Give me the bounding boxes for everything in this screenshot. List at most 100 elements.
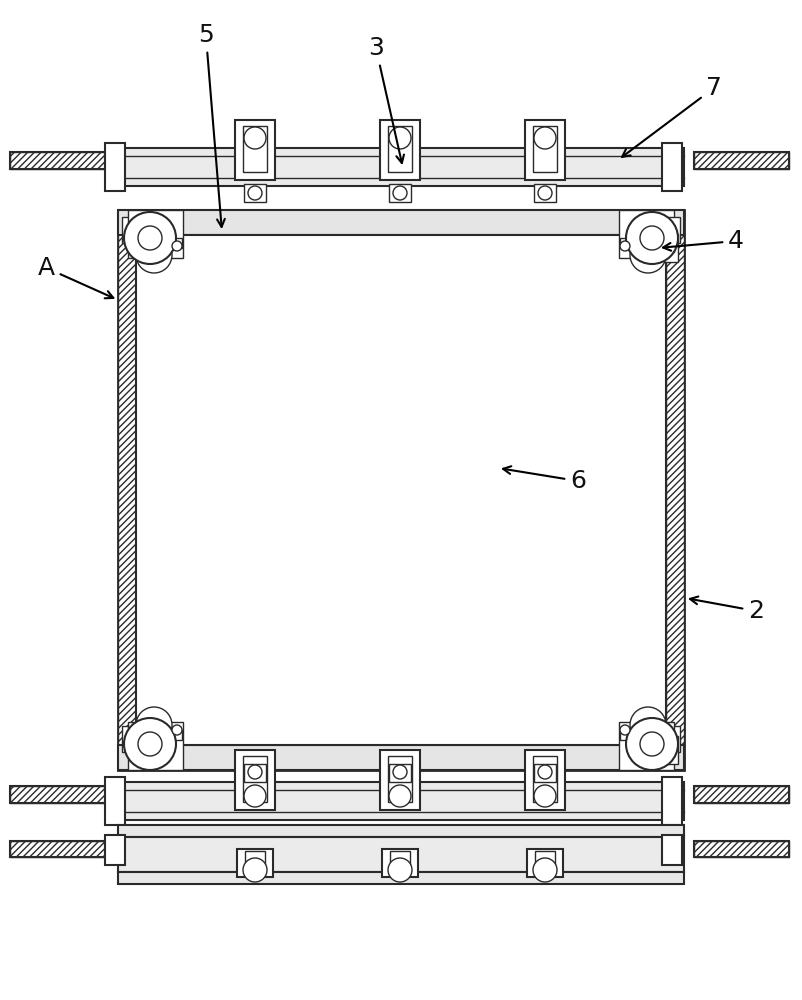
Bar — [387, 126, 411, 172]
Bar — [533, 184, 555, 202]
Bar — [237, 849, 273, 877]
Text: 5: 5 — [198, 23, 225, 227]
Circle shape — [387, 858, 411, 882]
Circle shape — [124, 718, 176, 770]
Circle shape — [626, 212, 677, 264]
Bar — [382, 849, 418, 877]
Bar — [118, 745, 683, 770]
Circle shape — [172, 725, 182, 735]
Bar — [244, 764, 265, 782]
Circle shape — [537, 765, 551, 779]
Bar — [661, 835, 681, 865]
Bar — [693, 786, 788, 803]
Circle shape — [243, 858, 267, 882]
Circle shape — [630, 707, 665, 743]
Circle shape — [533, 127, 555, 149]
Bar — [235, 750, 274, 810]
Bar — [533, 756, 557, 802]
Bar — [10, 786, 105, 803]
Bar — [105, 835, 125, 865]
Bar — [136, 235, 665, 745]
Bar — [661, 777, 681, 825]
Bar — [619, 730, 630, 740]
Bar — [128, 210, 183, 258]
Circle shape — [533, 785, 555, 807]
Bar — [118, 825, 683, 837]
Bar — [128, 226, 138, 235]
Circle shape — [138, 226, 162, 250]
Bar — [387, 756, 411, 802]
Bar — [172, 238, 182, 248]
Bar — [118, 148, 683, 186]
Bar — [379, 750, 419, 810]
Circle shape — [388, 127, 411, 149]
Text: 7: 7 — [622, 76, 721, 157]
Bar — [663, 736, 677, 764]
Bar — [534, 851, 554, 873]
Bar — [533, 126, 557, 172]
Circle shape — [172, 241, 182, 251]
Bar — [665, 748, 673, 754]
Bar — [10, 786, 105, 803]
Bar — [526, 849, 562, 877]
Bar — [388, 764, 411, 782]
Bar — [105, 143, 125, 191]
Bar — [525, 120, 565, 180]
Circle shape — [392, 765, 407, 779]
Bar — [665, 210, 683, 770]
Bar — [663, 234, 677, 262]
Circle shape — [619, 725, 630, 735]
Bar — [243, 126, 267, 172]
Bar — [659, 238, 665, 246]
Bar — [128, 744, 138, 753]
Circle shape — [392, 186, 407, 200]
Circle shape — [244, 127, 265, 149]
Circle shape — [626, 718, 677, 770]
Bar — [122, 726, 134, 752]
Bar — [105, 777, 125, 825]
Text: 4: 4 — [662, 229, 743, 253]
Circle shape — [244, 785, 265, 807]
Bar — [128, 722, 183, 770]
Text: 2: 2 — [689, 596, 763, 623]
Bar — [235, 120, 274, 180]
Bar — [390, 851, 410, 873]
Bar — [618, 722, 673, 770]
Bar — [525, 750, 565, 810]
Bar — [388, 184, 411, 202]
Bar — [693, 152, 788, 169]
Circle shape — [533, 858, 557, 882]
Circle shape — [537, 186, 551, 200]
Bar — [661, 143, 681, 191]
Circle shape — [639, 732, 663, 756]
Bar — [118, 210, 136, 770]
Circle shape — [619, 241, 630, 251]
Bar — [665, 246, 673, 252]
Bar — [172, 730, 182, 740]
Circle shape — [138, 732, 162, 756]
Bar — [619, 238, 630, 248]
Bar — [118, 782, 683, 820]
Circle shape — [136, 237, 172, 273]
Bar — [10, 152, 105, 169]
Bar — [693, 841, 788, 857]
Bar — [618, 210, 673, 258]
Text: 3: 3 — [367, 36, 403, 163]
Bar — [379, 120, 419, 180]
Circle shape — [639, 226, 663, 250]
Text: A: A — [38, 256, 113, 298]
Circle shape — [248, 765, 261, 779]
Bar — [659, 740, 665, 748]
Circle shape — [248, 186, 261, 200]
Bar — [244, 184, 265, 202]
Bar — [118, 872, 683, 884]
Bar — [533, 764, 555, 782]
Bar — [118, 210, 683, 235]
Circle shape — [136, 707, 172, 743]
Bar — [693, 152, 788, 169]
Bar — [10, 841, 105, 857]
Circle shape — [388, 785, 411, 807]
Bar — [693, 786, 788, 803]
Bar — [693, 841, 788, 857]
Bar — [243, 756, 267, 802]
